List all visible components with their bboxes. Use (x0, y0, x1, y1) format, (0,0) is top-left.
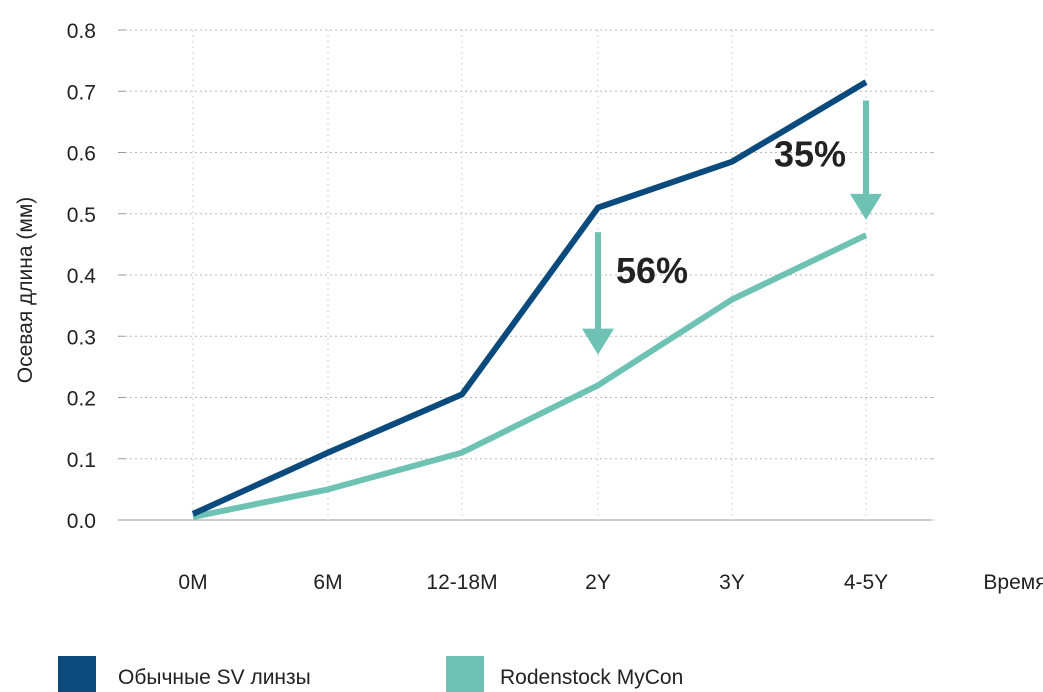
y-tick-label: 0.0 (67, 510, 96, 533)
annotation-label: 35% (774, 134, 846, 175)
y-tick-label: 0.2 (67, 388, 96, 411)
y-tick-label: 0.4 (67, 265, 97, 288)
y-axis-ticks: 0.0 0.1 0.2 0.3 0.4 0.5 0.6 0.7 0.8 (67, 20, 97, 533)
annotation-label: 56% (616, 250, 688, 291)
x-tick-label: 6M (313, 571, 342, 594)
legend-label-sv: Обычные SV линзы (118, 666, 311, 689)
x-tick-label: 3Y (719, 571, 745, 594)
y-tick-label: 0.3 (67, 326, 96, 349)
y-tick-label: 0.5 (67, 204, 96, 227)
x-tick-label: 2Y (585, 571, 611, 594)
series (191, 79, 868, 520)
series-line-mycon (192, 232, 868, 520)
series-line-sv (191, 79, 868, 517)
y-tick-label: 0.8 (67, 20, 96, 43)
arrow-head (582, 328, 614, 355)
x-axis-title: Время (983, 571, 1043, 594)
legend-label-mycon: Rodenstock MyCon (500, 666, 683, 689)
arrow-head (850, 193, 882, 220)
legend-swatch-mycon (446, 656, 484, 692)
x-axis-ticks: 0M 6M 12-18M 2Y 3Y 4-5Y (178, 571, 888, 594)
x-tick-label: 12-18M (426, 571, 497, 594)
y-tick-label: 0.7 (67, 81, 96, 104)
y-tick-label: 0.6 (67, 143, 96, 166)
y-tick-label: 0.1 (67, 449, 96, 472)
legend-swatch-sv (58, 656, 96, 692)
x-tick-label: 0M (178, 571, 207, 594)
x-tick-label: 4-5Y (844, 571, 888, 594)
annotations: 56% 35% (582, 100, 882, 355)
y-axis-title: Осевая длина (мм) (14, 197, 37, 384)
legend: Обычные SV линзы Rodenstock MyCon (58, 656, 683, 692)
grid (118, 29, 934, 521)
